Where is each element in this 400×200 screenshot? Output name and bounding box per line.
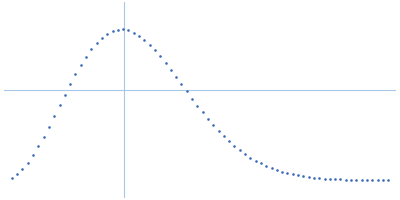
Point <box>130 31 137 34</box>
Point <box>109 29 116 33</box>
Point <box>274 168 280 172</box>
Point <box>78 63 84 67</box>
Point <box>67 83 73 86</box>
Point <box>342 178 349 181</box>
Point <box>284 171 291 175</box>
Point <box>215 129 222 132</box>
Point <box>385 179 391 182</box>
Point <box>316 176 322 180</box>
Point <box>178 83 185 86</box>
Point <box>104 32 110 35</box>
Point <box>162 61 169 64</box>
Point <box>364 179 370 182</box>
Point <box>311 176 317 179</box>
Point <box>221 135 227 138</box>
Point <box>72 73 79 76</box>
Point <box>120 28 126 31</box>
Point <box>88 48 94 51</box>
Point <box>200 111 206 114</box>
Point <box>242 152 248 156</box>
Point <box>125 29 132 32</box>
Point <box>51 115 58 118</box>
Point <box>369 179 376 182</box>
Point <box>231 144 238 148</box>
Point <box>9 176 15 180</box>
Point <box>353 178 360 182</box>
Point <box>374 179 381 182</box>
Point <box>258 162 264 165</box>
Point <box>94 41 100 44</box>
Point <box>35 145 42 148</box>
Point <box>337 178 344 181</box>
Point <box>290 173 296 176</box>
Point <box>236 149 243 152</box>
Point <box>30 154 36 157</box>
Point <box>19 168 26 171</box>
Point <box>226 140 232 143</box>
Point <box>210 123 216 127</box>
Point <box>300 175 306 178</box>
Point <box>247 156 254 159</box>
Point <box>62 93 68 96</box>
Point <box>46 125 52 128</box>
Point <box>141 38 148 41</box>
Point <box>321 177 328 180</box>
Point <box>194 104 200 107</box>
Point <box>205 117 211 120</box>
Point <box>268 166 275 170</box>
Point <box>168 68 174 71</box>
Point <box>157 55 164 58</box>
Point <box>115 28 121 31</box>
Point <box>14 173 20 176</box>
Point <box>306 175 312 179</box>
Point <box>263 164 270 167</box>
Point <box>189 97 195 100</box>
Point <box>327 177 333 181</box>
Point <box>295 174 301 177</box>
Point <box>99 36 105 39</box>
Point <box>40 135 47 138</box>
Point <box>348 178 354 181</box>
Point <box>184 90 190 93</box>
Point <box>24 161 31 164</box>
Point <box>173 75 179 78</box>
Point <box>56 104 63 107</box>
Point <box>83 55 89 58</box>
Point <box>146 43 153 46</box>
Point <box>279 170 285 173</box>
Point <box>358 178 365 182</box>
Point <box>136 34 142 37</box>
Point <box>252 159 259 162</box>
Point <box>332 178 338 181</box>
Point <box>152 49 158 52</box>
Point <box>380 179 386 182</box>
